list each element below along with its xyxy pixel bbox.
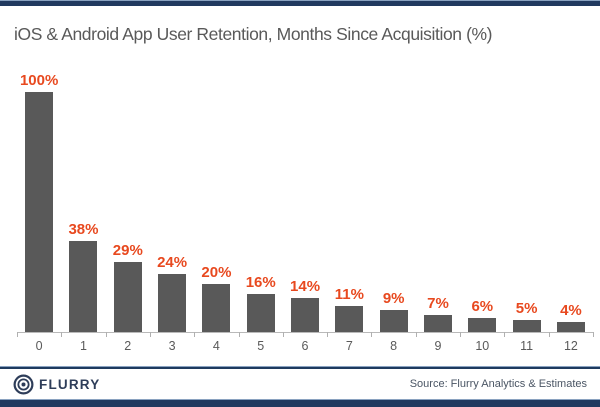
footer-divider (0, 366, 600, 369)
flurry-logo-icon (13, 374, 34, 394)
x-axis-tick (17, 332, 18, 337)
x-axis-tick (593, 332, 594, 337)
bar-cell: 14% (283, 72, 327, 332)
top-accent-bar (0, 0, 600, 6)
bar-cell: 4% (549, 72, 593, 332)
x-axis-label: 3 (168, 339, 176, 353)
bar-cell: 29% (106, 72, 150, 332)
bar-value-label: 16% (245, 273, 276, 291)
bar (423, 315, 452, 332)
x-axis-label: 4 (212, 339, 220, 353)
bar-cell: 20% (194, 72, 238, 332)
bar (512, 320, 541, 332)
x-axis-label: 11 (520, 339, 534, 353)
source-attribution: Source: Flurry Analytics & Estimates (409, 378, 587, 390)
bar-value-label: 4% (560, 302, 582, 320)
x-axis-label: 6 (301, 339, 309, 353)
chart-title: iOS & Android App User Retention, Months… (14, 24, 493, 44)
x-axis-label: 10 (475, 339, 490, 353)
x-axis-label: 8 (390, 339, 398, 353)
bar-value-label: 29% (112, 242, 143, 260)
x-axis-label: 12 (563, 339, 578, 353)
x-axis-tick (371, 332, 373, 337)
bars-row: 100% 38% 29% 24% 20% 16% 14% 11% 9% 7% 6% 5% 4% (17, 72, 593, 332)
x-axis-tick (61, 332, 63, 337)
bar-value-label: 6% (471, 297, 494, 315)
x-axis-tick (149, 332, 151, 337)
bar-cell: 100% (17, 72, 61, 332)
bar (158, 274, 187, 332)
x-axis-tick (105, 332, 107, 337)
bar-value-label: 5% (515, 300, 538, 317)
x-axis-tick (415, 332, 417, 337)
x-axis-tick (194, 332, 196, 337)
bar (335, 305, 364, 332)
x-axis-label: 7 (345, 339, 353, 353)
bar-cell: 11% (327, 72, 371, 332)
bar (291, 298, 320, 332)
bar-value-label: 100% (19, 72, 59, 89)
bar (379, 310, 408, 332)
bar-cell: 38% (61, 72, 105, 332)
bar-cell: 16% (239, 72, 283, 332)
retention-bar-chart: 100% 38% 29% 24% 20% 16% 14% 11% 9% 7% 6% 5% 4% (17, 72, 593, 332)
bar-cell: 7% (416, 72, 460, 332)
bar-value-label: 11% (334, 285, 364, 303)
x-axis-tick (282, 332, 284, 337)
bar-value-label: 38% (68, 220, 99, 238)
bar-value-label: 14% (290, 278, 321, 296)
bar-cell: 24% (150, 72, 194, 332)
x-axis-label: 2 (124, 339, 132, 353)
flurry-logo: FLURRY (13, 374, 100, 395)
bar (69, 240, 98, 332)
bar-value-label: 7% (427, 295, 449, 313)
x-axis-tick (460, 332, 462, 337)
bar (556, 322, 585, 332)
bar (468, 317, 497, 332)
bar (246, 293, 275, 332)
x-axis-line (17, 332, 594, 333)
x-axis-label: 1 (79, 339, 87, 353)
x-axis-tick (548, 332, 550, 337)
bar-value-label: 24% (157, 254, 188, 272)
bar-cell: 9% (372, 72, 416, 332)
x-axis-label: 5 (257, 339, 265, 353)
bar-cell: 6% (460, 72, 504, 332)
bar-value-label: 20% (201, 264, 232, 281)
x-axis-tick (504, 332, 506, 337)
bottom-accent-bar (0, 399, 600, 407)
bar (202, 284, 231, 332)
bar (25, 92, 54, 332)
x-axis-label: 9 (434, 339, 442, 353)
bar-value-label: 9% (382, 290, 405, 308)
flurry-logo-text: FLURRY (39, 376, 101, 392)
x-axis-label: 0 (35, 339, 43, 353)
x-axis-tick (327, 332, 329, 337)
bar (113, 262, 142, 332)
bar-cell: 5% (504, 72, 548, 332)
x-axis-tick (238, 332, 240, 337)
x-axis-labels: 0 1 2 3 4 5 6 7 8 9 10 11 12 (17, 339, 593, 353)
footer: FLURRY Source: Flurry Analytics & Estima… (0, 369, 600, 399)
